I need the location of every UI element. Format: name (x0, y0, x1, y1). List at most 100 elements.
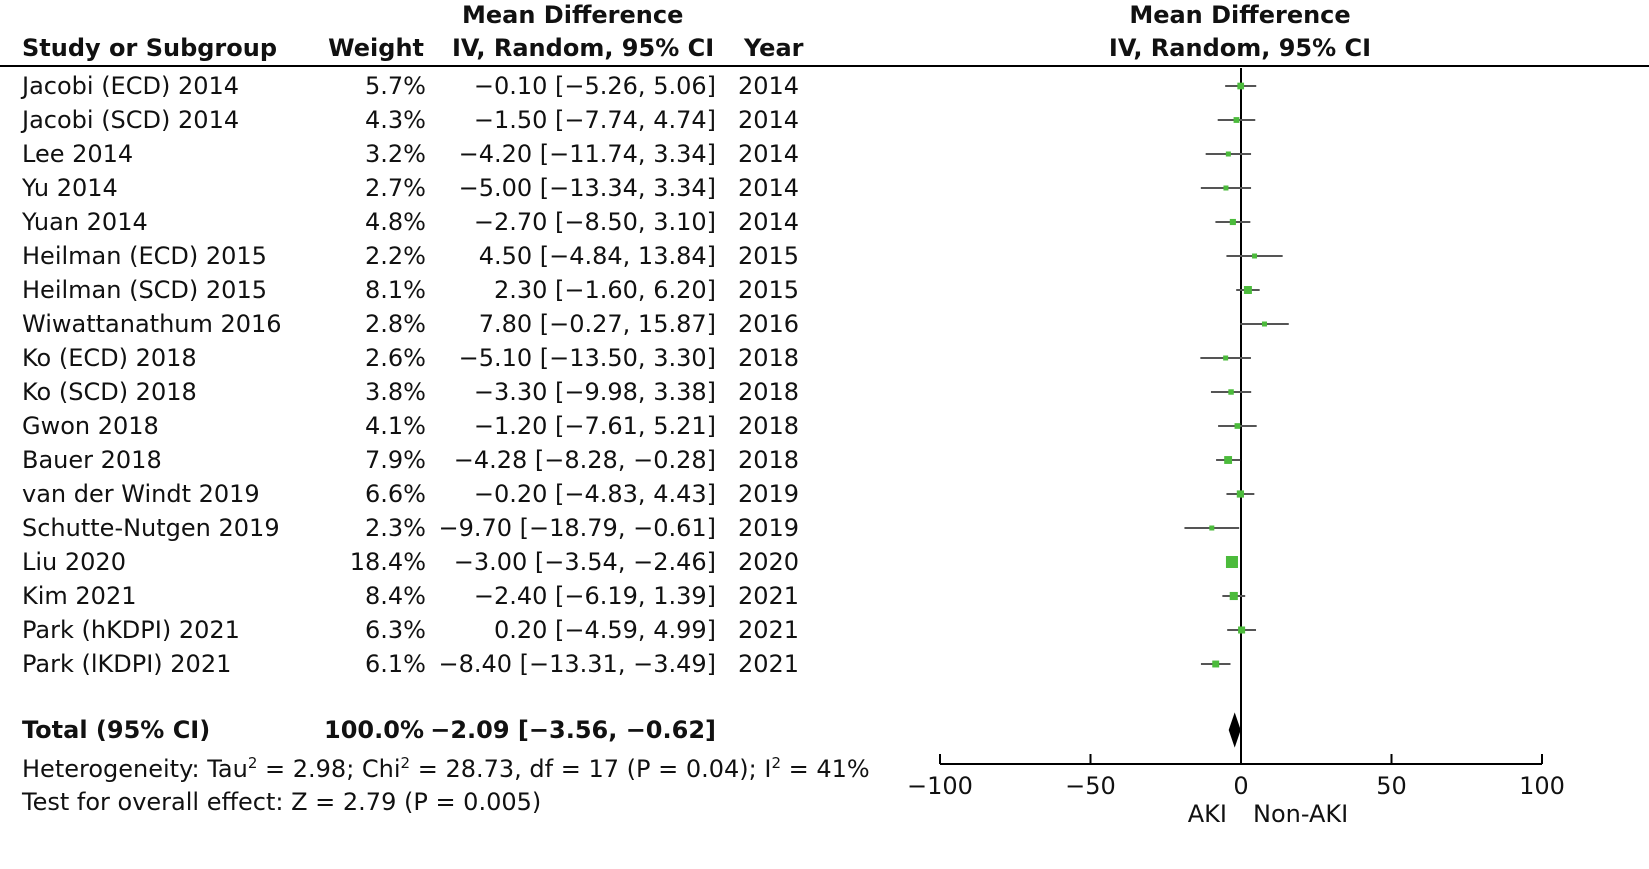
study-weight: 2.6% (365, 344, 426, 372)
x-tick-label: 50 (1376, 772, 1407, 800)
study-year: 2020 (738, 548, 800, 576)
plot-header-line1: Mean Difference (1129, 1, 1351, 29)
study-name: Heilman (SCD) 2015 (22, 276, 267, 304)
study-marker (1238, 626, 1246, 634)
study-name: Park (hKDPI) 2021 (22, 616, 240, 644)
study-name: Heilman (ECD) 2015 (22, 242, 267, 270)
study-marker (1252, 253, 1258, 259)
study-ci: −8.40 [−13.31, −3.49] (438, 650, 716, 678)
header-weight: Weight (328, 34, 424, 62)
overall-effect-text: Test for overall effect: Z = 2.79 (P = 0… (22, 788, 542, 816)
study-name: Yuan 2014 (22, 208, 148, 236)
study-marker (1229, 591, 1238, 601)
study-weight: 6.3% (365, 616, 426, 644)
study-weight: 7.9% (365, 446, 426, 474)
study-weight: 18.4% (349, 548, 426, 576)
study-ci: −0.20 [−4.83, 4.43] (473, 480, 716, 508)
study-marker (1212, 660, 1220, 668)
study-marker (1224, 456, 1233, 464)
study-year: 2018 (738, 412, 800, 440)
study-year: 2019 (738, 514, 800, 542)
study-name: Bauer 2018 (22, 446, 162, 474)
study-name: Ko (ECD) 2018 (22, 344, 197, 372)
header-md-line1: Mean Difference (462, 1, 684, 29)
study-weight: 4.3% (365, 106, 426, 134)
study-marker (1225, 151, 1231, 157)
study-marker (1223, 355, 1229, 361)
study-ci: −5.00 [−13.34, 3.34] (458, 174, 716, 202)
total-label: Total (95% CI) (22, 716, 211, 744)
study-year: 2014 (738, 72, 800, 100)
study-year: 2014 (738, 174, 800, 202)
x-tick-label: −50 (1065, 772, 1116, 800)
study-ci: −0.10 [−5.26, 5.06] (473, 72, 716, 100)
study-ci: −1.50 [−7.74, 4.74] (473, 106, 716, 134)
study-weight: 3.2% (365, 140, 426, 168)
study-ci: 2.30 [−1.60, 6.20] (493, 276, 716, 304)
study-weight: 8.1% (365, 276, 426, 304)
x-tick-label: 0 (1233, 772, 1248, 800)
study-weight: 2.3% (365, 514, 426, 542)
study-weight: 2.7% (365, 174, 426, 202)
header-study: Study or Subgroup (22, 34, 278, 62)
study-weight: 8.4% (365, 582, 426, 610)
study-ci: −9.70 [−18.79, −0.61] (438, 514, 716, 542)
study-marker (1243, 286, 1252, 294)
study-year: 2014 (738, 208, 800, 236)
x-tick-label: −100 (907, 772, 973, 800)
study-ci: −5.10 [−13.50, 3.30] (458, 344, 716, 372)
study-year: 2018 (738, 344, 800, 372)
study-year: 2021 (738, 616, 800, 644)
study-name: Liu 2020 (22, 548, 126, 576)
study-year: 2021 (738, 650, 800, 678)
total-ci: −2.09 [−3.56, −0.62] (430, 716, 716, 744)
study-weight: 2.2% (365, 242, 426, 270)
study-year: 2016 (738, 310, 800, 338)
header-year: Year (744, 34, 804, 62)
study-name: Wiwattanathum 2016 (22, 310, 282, 338)
study-ci: −2.70 [−8.50, 3.10] (473, 208, 716, 236)
total-diamond (1228, 712, 1241, 748)
study-weight: 6.6% (365, 480, 426, 508)
study-name: Park (lKDPI) 2021 (22, 650, 232, 678)
study-year: 2021 (738, 582, 800, 610)
study-year: 2018 (738, 378, 800, 406)
study-ci: 0.20 [−4.59, 4.99] (493, 616, 716, 644)
x-label-left: AKI (1188, 800, 1227, 828)
study-marker (1261, 321, 1267, 327)
study-year: 2018 (738, 446, 800, 474)
study-name: Kim 2021 (22, 582, 137, 610)
study-marker (1223, 185, 1229, 191)
study-marker (1234, 423, 1241, 429)
heterogeneity-text: Heterogeneity: Tau2 = 2.98; Chi2 = 28.73… (22, 754, 870, 783)
study-ci: −4.20 [−11.74, 3.34] (458, 140, 716, 168)
study-name: Ko (SCD) 2018 (22, 378, 197, 406)
study-year: 2019 (738, 480, 800, 508)
study-name: van der Windt 2019 (22, 480, 260, 508)
study-weight: 6.1% (365, 650, 426, 678)
study-marker (1209, 525, 1215, 531)
plot-header-line2: IV, Random, 95% CI (1108, 34, 1372, 62)
study-name: Jacobi (SCD) 2014 (22, 106, 240, 134)
study-ci: 7.80 [−0.27, 15.87] (478, 310, 716, 338)
study-marker (1236, 490, 1244, 498)
study-marker (1228, 389, 1234, 395)
study-year: 2014 (738, 106, 800, 134)
study-name: Yu 2014 (22, 174, 118, 202)
study-weight: 5.7% (365, 72, 426, 100)
study-name: Jacobi (ECD) 2014 (22, 72, 240, 100)
study-ci: 4.50 [−4.84, 13.84] (478, 242, 716, 270)
study-marker (1225, 555, 1238, 569)
study-name: Lee 2014 (22, 140, 134, 168)
study-year: 2014 (738, 140, 800, 168)
study-ci: −4.28 [−8.28, −0.28] (453, 446, 716, 474)
study-name: Gwon 2018 (22, 412, 159, 440)
study-weight: 4.1% (365, 412, 426, 440)
total-weight: 100.0% (324, 716, 424, 744)
study-year: 2015 (738, 242, 800, 270)
study-year: 2015 (738, 276, 800, 304)
study-weight: 2.8% (365, 310, 426, 338)
study-marker (1237, 82, 1245, 90)
study-ci: −3.00 [−3.54, −2.46] (453, 548, 716, 576)
